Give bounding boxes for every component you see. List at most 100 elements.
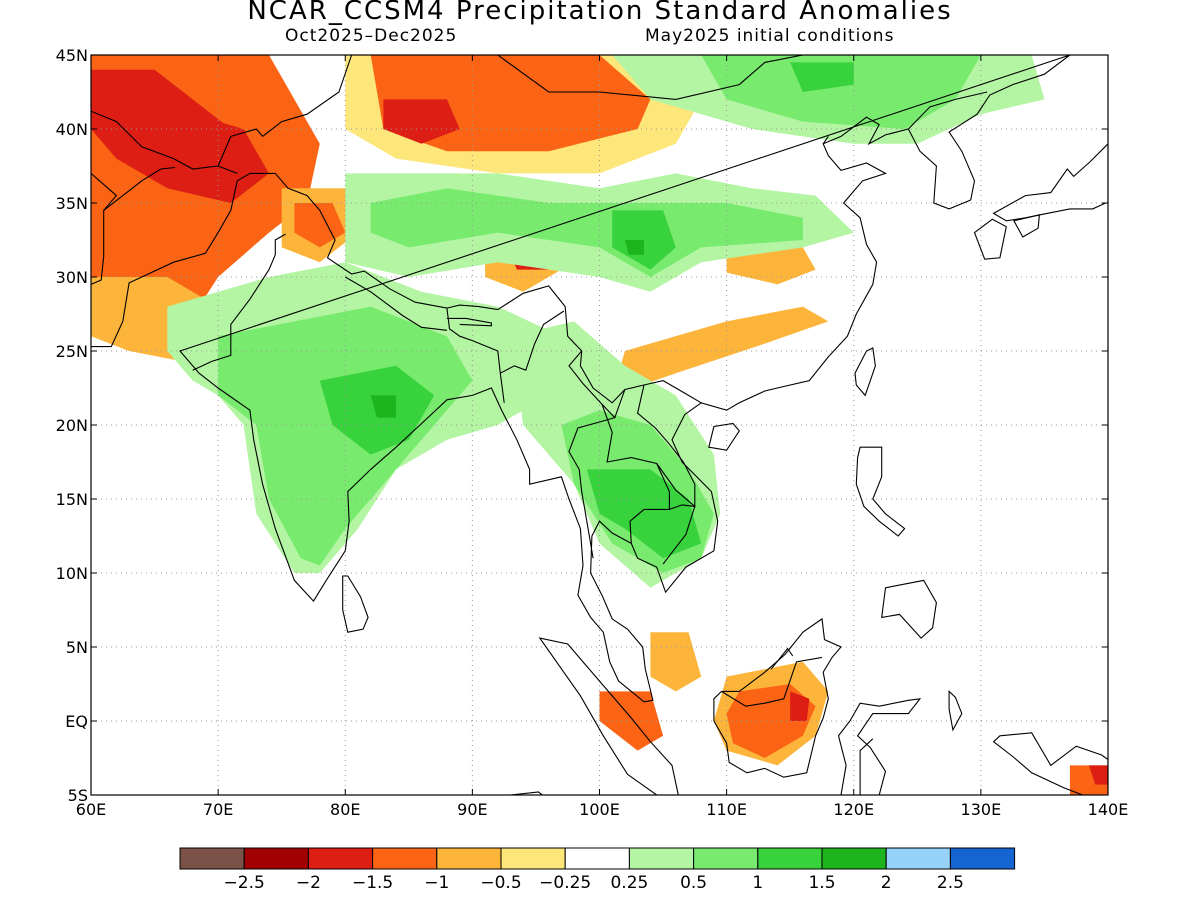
border-14 — [103, 166, 175, 211]
coastline-3 — [854, 347, 876, 397]
border-8 — [629, 508, 670, 544]
anomaly-region-12 — [612, 306, 829, 396]
border-11 — [262, 55, 353, 137]
anomaly-region-21 — [218, 306, 473, 566]
coastline-1 — [342, 575, 369, 633]
border-7 — [601, 404, 696, 565]
coastline-8 — [992, 732, 1108, 795]
border-5 — [500, 310, 565, 374]
colorbar-label-4: −0.5 — [480, 873, 521, 893]
border-1 — [192, 233, 286, 371]
lon-tick-label-4: 100E — [579, 800, 620, 819]
lat-tick-label-0: 45N — [56, 46, 88, 65]
anomaly-region-8 — [383, 99, 460, 144]
colorbar-label-1: −2 — [296, 873, 321, 893]
anomaly-region-26 — [586, 469, 702, 559]
anomaly-region-16 — [624, 240, 644, 255]
lat-tick-label-8: 5N — [66, 638, 88, 657]
colorbar-label-3: −1 — [424, 873, 449, 893]
colorbar-swatch-6 — [564, 847, 630, 870]
lon-tick-label-6: 120E — [833, 800, 874, 819]
lon-tick-label-7: 130E — [961, 800, 1002, 819]
coastline-7 — [948, 690, 963, 732]
colorbar-label-6: 0.25 — [610, 873, 648, 893]
lat-tick-label-4: 25N — [56, 342, 88, 361]
border-6 — [568, 350, 616, 559]
border-10 — [636, 384, 696, 508]
colorbar-swatch-12 — [949, 847, 1016, 870]
lat-tick-label-10: 5S — [68, 786, 88, 805]
coastline-6 — [837, 698, 922, 795]
anomaly-region-14 — [370, 188, 803, 277]
border-4 — [446, 317, 492, 327]
colorbar-label-8: 1 — [752, 873, 763, 893]
colorbar-swatch-4 — [436, 847, 502, 870]
colorbar-label-11: 2.5 — [937, 873, 964, 893]
coastline-5 — [713, 617, 842, 778]
border-13 — [91, 172, 118, 285]
colorbar-swatch-2 — [307, 847, 374, 870]
colorbar: −2.5 −2 −1.5 −1 −0.5 −0.25 0.25 0.5 1 1.5 2 2.5 — [179, 847, 1016, 893]
colorbar-label-10: 2 — [881, 873, 892, 893]
border-20 — [770, 647, 794, 670]
lon-tick-label-0: 60E — [76, 800, 106, 819]
coastline-13 — [1013, 214, 1041, 238]
coastline-10 — [881, 579, 937, 639]
lon-tick-label-5: 110E — [706, 800, 747, 819]
lat-tick-label-9: EQ — [65, 712, 88, 731]
lon-tick-label-8: 140E — [1088, 800, 1129, 819]
colorbar-label-9: 1.5 — [808, 873, 835, 893]
lat-tick-label-2: 35N — [56, 194, 88, 213]
lat-tick-label-5: 20N — [56, 416, 88, 435]
border-9 — [614, 389, 626, 418]
colorbar-swatch-10 — [821, 847, 887, 870]
initial-conditions: May2025 initial conditions — [645, 26, 895, 46]
lat-tick-label-3: 30N — [56, 268, 88, 287]
anomaly-region-33 — [1088, 765, 1108, 785]
colorbar-swatch-7 — [628, 847, 695, 870]
coastlines — [91, 55, 1108, 795]
colorbar-swatch-11 — [885, 847, 951, 870]
colorbar-swatch-9 — [757, 847, 823, 870]
lat-tick-label-7: 10N — [56, 564, 88, 583]
coastline-11 — [973, 218, 1007, 260]
colorbar-swatch-0 — [179, 847, 245, 870]
border-18 — [908, 91, 988, 130]
anomaly-region-23 — [370, 395, 397, 418]
lon-tick-label-2: 80E — [330, 800, 360, 819]
border-19 — [721, 656, 823, 707]
colorbar-label-2: −1.5 — [352, 873, 393, 893]
coastline-14 — [510, 791, 544, 795]
anomaly-region-31 — [790, 691, 810, 721]
border-21 — [859, 738, 874, 795]
lon-tick-label-3: 90E — [457, 800, 487, 819]
lat-tick-label-6: 15N — [56, 490, 88, 509]
coastline-9 — [855, 446, 906, 537]
colorbar-label-7: 0.5 — [680, 873, 707, 893]
colorbar-swatch-3 — [372, 847, 438, 870]
lat-tick-label-1: 40N — [56, 120, 88, 139]
anomaly-fields — [91, 55, 1108, 795]
border-3 — [345, 276, 447, 331]
colorbar-swatch-8 — [693, 847, 759, 870]
border-0 — [91, 172, 702, 404]
forecast-period: Oct2025–Dec2025 — [285, 26, 458, 46]
colorbar-label-0: −2.5 — [224, 873, 265, 893]
lon-tick-label-1: 70E — [203, 800, 233, 819]
coastline-0 — [179, 55, 1071, 703]
colorbar-swatch-1 — [243, 847, 309, 870]
coastline-4 — [538, 637, 679, 795]
border-16 — [497, 55, 804, 100]
map-title: NCAR_CCSM4 Precipitation Standard Anomal… — [247, 0, 953, 26]
border-17 — [822, 136, 829, 145]
anomaly-region-27 — [650, 632, 702, 692]
border-15 — [217, 128, 264, 167]
colorbar-label-5: −0.25 — [539, 873, 591, 893]
anomaly-region-11 — [726, 247, 816, 285]
coastline-2 — [708, 422, 740, 451]
anomaly-region-18 — [701, 55, 981, 129]
colorbar-swatch-5 — [500, 847, 566, 870]
coastline-12 — [992, 143, 1108, 222]
axis-ticks: 60E 70E 80E 90E 100E 110E 120E 130E 140E 45N 40N 35… — [56, 46, 1129, 819]
